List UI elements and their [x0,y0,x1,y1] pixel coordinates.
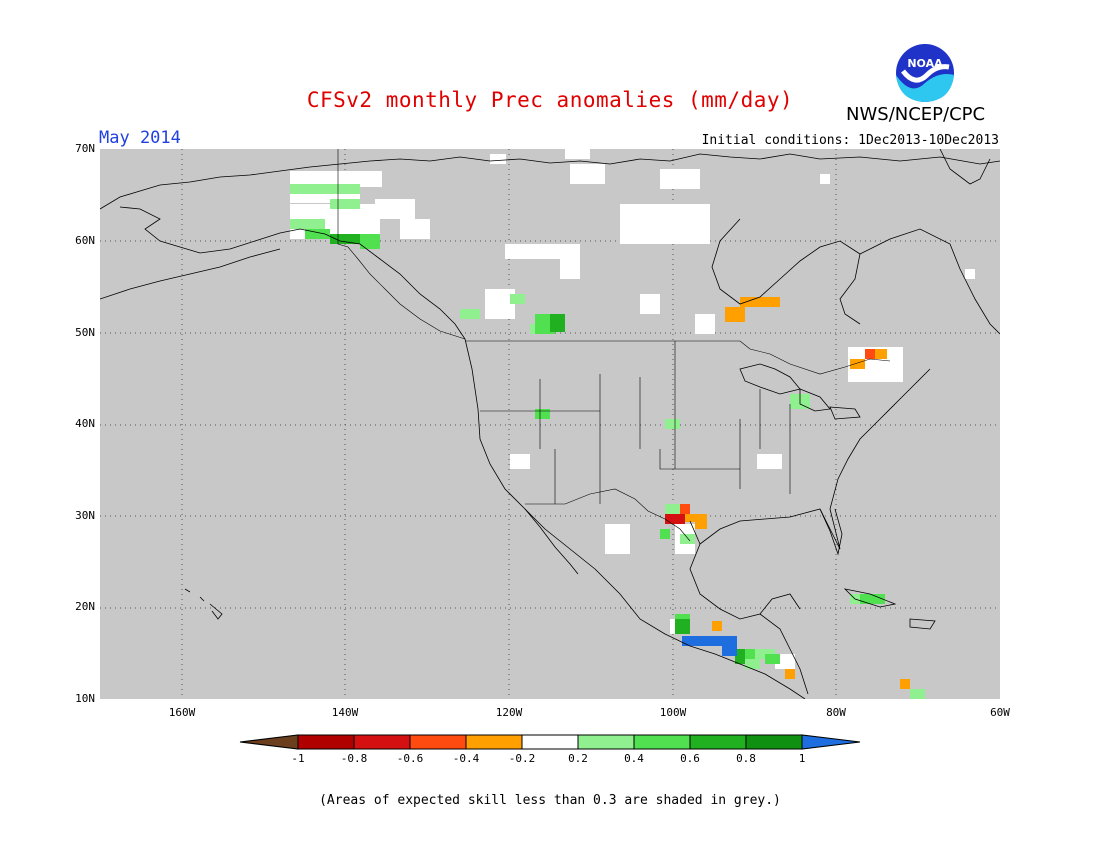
colorbar-cell [409,734,467,750]
agency-label: NWS/NCEP/CPC [846,104,986,125]
colorbar-label: 0.8 [736,752,756,765]
colorbar-label: 0.6 [680,752,700,765]
lat-label: 20N [75,600,95,613]
colorbar-left-arrow [239,734,299,750]
colorbar-cell [521,734,579,750]
colorbar [239,734,861,750]
coastlines [100,149,1000,699]
map-background [100,149,1000,699]
colorbar-label: -0.8 [340,752,368,765]
lon-label: 100W [659,706,687,719]
lon-label: 120W [495,706,523,719]
lon-label: 160W [168,706,196,719]
map-panel [100,149,1000,699]
lat-label: 70N [75,142,95,155]
colorbar-label: -1 [291,752,305,765]
lat-label: 60N [75,234,95,247]
colorbar-label: -0.2 [508,752,536,765]
anomaly-cells [290,149,975,699]
colorbar-cell [577,734,635,750]
month-label: May 2014 [99,128,181,148]
colorbar-cell [633,734,691,750]
colorbar-cell [745,734,803,750]
colorbar-right-arrow [801,734,861,750]
initial-conditions: Initial conditions: 1Dec2013-10Dec2013 [701,133,999,148]
footer-note: (Areas of expected skill less than 0.3 a… [319,793,781,808]
lon-label: 80W [826,706,846,719]
lat-label: 30N [75,509,95,522]
lon-label: 140W [331,706,359,719]
colorbar-label: 1 [798,752,806,765]
colorbar-label: 0.4 [624,752,644,765]
lon-label: 60W [990,706,1010,719]
borders [337,149,891,542]
noaa-logo: NOAA [894,42,956,104]
colorbar-label: 0.2 [568,752,588,765]
colorbar-cell [689,734,747,750]
colorbar-cell [353,734,411,750]
colorbar-cell [465,734,523,750]
lat-label: 10N [75,692,95,705]
plot-title: CFSv2 monthly Prec anomalies (mm/day) [306,88,794,112]
colorbar-label: -0.6 [396,752,424,765]
logo-text: NOAA [907,57,943,70]
lat-label: 40N [75,417,95,430]
colorbar-cell [297,734,355,750]
lat-label: 50N [75,326,95,339]
colorbar-label: -0.4 [452,752,480,765]
